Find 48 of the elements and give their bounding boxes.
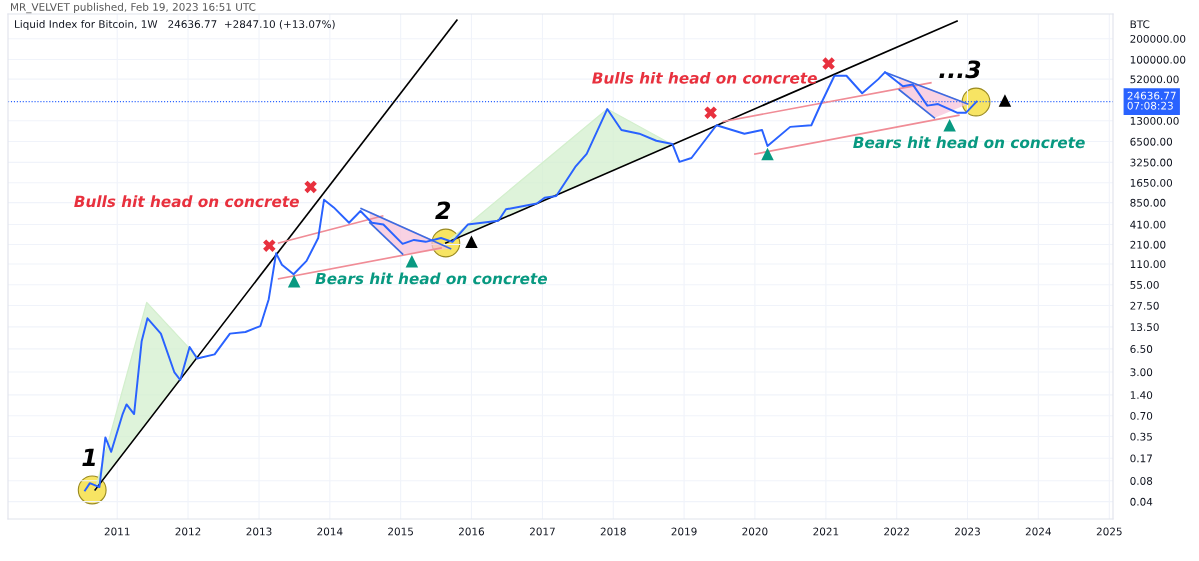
y-tick-label: 0.70: [1130, 411, 1153, 420]
x-tick-label: 2012: [175, 527, 201, 536]
x-tick-label: 2020: [742, 527, 768, 536]
chart-title: MR_VELVET published, Feb 19, 2023 16:51 UTC: [11, 2, 256, 14]
y-tick-label: 100000.00: [1130, 55, 1186, 64]
series-label: 2: [435, 201, 451, 219]
y-tick-label: 410.00: [1130, 220, 1166, 229]
x-tick-label: 2017: [529, 527, 555, 536]
y-tick-label: 3.00: [1130, 368, 1153, 377]
x-tick-label: 2018: [600, 527, 626, 536]
series-label: ...3: [939, 60, 981, 79]
ref-line-label: 24636.77 07:08:23: [1127, 91, 1176, 110]
series-label: Bears hit head on concrete: [315, 272, 548, 285]
y-tick-label: 1650.00: [1130, 178, 1173, 187]
y-tick-label: 1.40: [1130, 391, 1153, 400]
y-tick-label: 27.50: [1130, 301, 1159, 310]
x-tick-label: 2019: [671, 527, 697, 536]
series-label: Bears hit head on concrete: [853, 136, 1085, 149]
y-tick-label: 0.08: [1130, 477, 1153, 485]
x-tick-label: 2016: [458, 527, 485, 536]
series-label: Bulls hit head on concrete: [592, 71, 817, 84]
y-tick-label: 110.00: [1130, 260, 1166, 269]
y-tick-label: 0.35: [1130, 432, 1152, 441]
y-tick-label: 0.04: [1130, 497, 1153, 506]
y-tick-label: 55.00: [1130, 280, 1159, 289]
y-tick-label: 3250.00: [1130, 158, 1173, 167]
y-tick-label: 6.50: [1130, 345, 1153, 353]
x-tick-label: 2022: [884, 527, 909, 536]
y-tick-label: 6500.00: [1130, 137, 1173, 146]
series-label: Bulls hit head on concrete: [74, 195, 299, 208]
x-tick-label: 2024: [1025, 527, 1051, 536]
x-tick-label: 2015: [388, 527, 413, 536]
y-tick-label: 210.00: [1130, 240, 1166, 249]
series-label: 1: [82, 448, 95, 466]
y-tick-label: 200000.00: [1130, 34, 1186, 43]
y-tick-label: 0.17: [1130, 454, 1152, 463]
y-axis-title: BTC: [1130, 20, 1150, 29]
x-tick-label: 2025: [1096, 527, 1122, 536]
x-tick-label: 2023: [955, 527, 980, 536]
text: Liquid Index for Bitcoin, 1W 24636.77 +2847.10 (+13.07%): [15, 19, 335, 31]
y-tick-label: 13.50: [1130, 323, 1159, 332]
x-tick-label: 2021: [813, 527, 839, 536]
x-tick-label: 2011: [104, 527, 130, 536]
x-tick-label: 2014: [317, 527, 343, 536]
y-tick-label: 52000.00: [1130, 75, 1179, 84]
y-tick-label: 850.00: [1130, 198, 1166, 207]
y-tick-label: 13000.00: [1130, 116, 1179, 125]
x-tick-label: 2013: [246, 527, 272, 536]
